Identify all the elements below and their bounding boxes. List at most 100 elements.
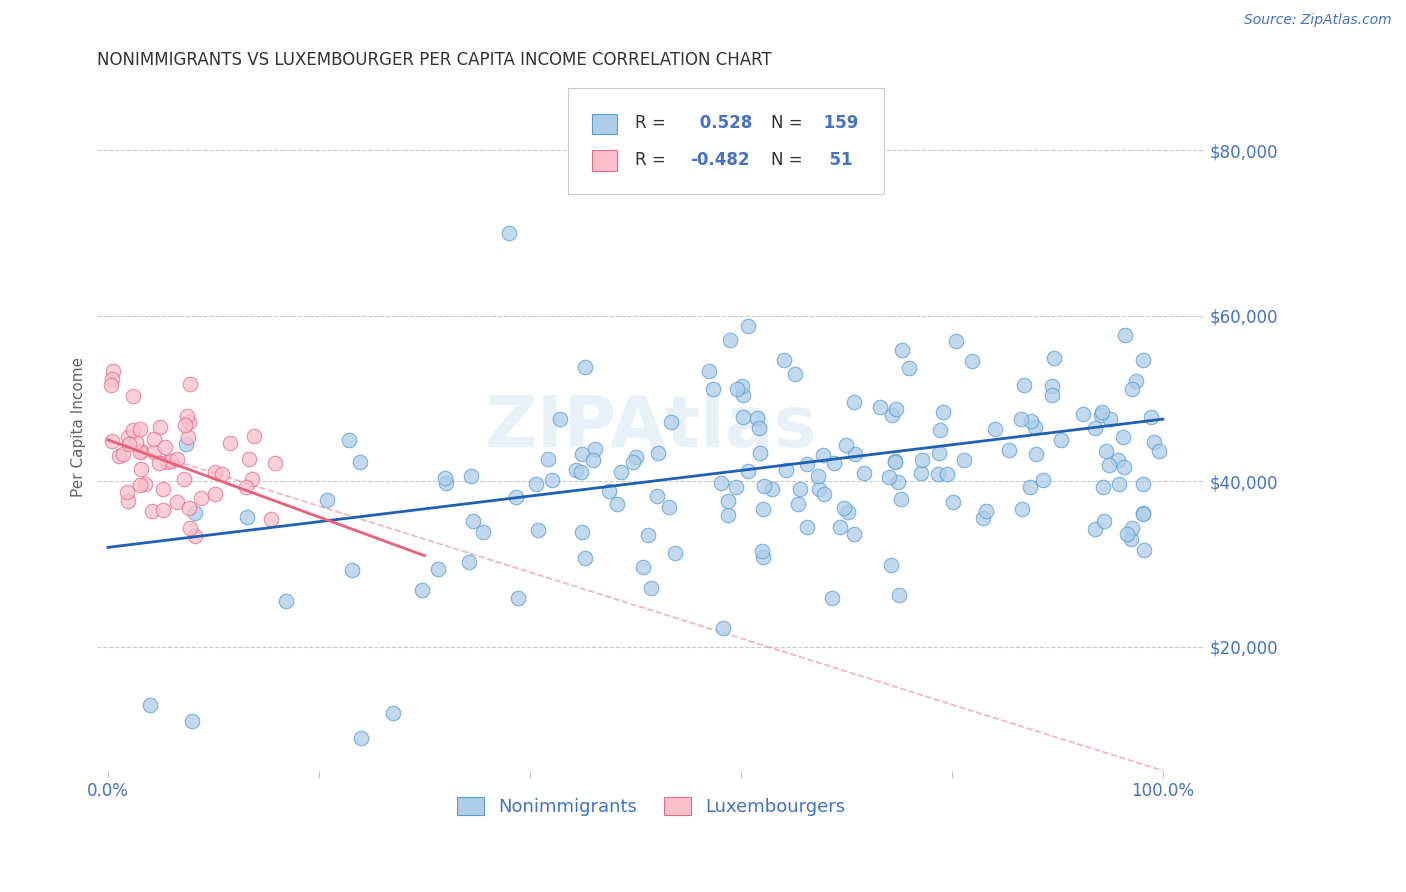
Point <box>582 453 605 467</box>
Point <box>960 354 983 368</box>
Point <box>1147 444 1170 458</box>
Point <box>647 445 669 459</box>
Point <box>571 524 593 539</box>
Point <box>548 412 571 426</box>
FancyBboxPatch shape <box>592 114 617 134</box>
Point <box>427 562 450 576</box>
Point <box>936 467 959 482</box>
Point <box>645 489 668 503</box>
Point <box>1114 327 1136 342</box>
Point <box>498 226 520 240</box>
Point <box>624 450 647 464</box>
Point <box>134 476 156 491</box>
Point <box>122 423 145 437</box>
Text: 51: 51 <box>818 151 853 169</box>
Point <box>242 429 264 443</box>
Point <box>890 343 912 357</box>
Point <box>155 440 177 454</box>
Point <box>1132 353 1154 368</box>
Point <box>236 509 259 524</box>
Point <box>1107 453 1129 467</box>
Point <box>1084 420 1107 434</box>
Point <box>853 466 876 480</box>
Point <box>824 456 846 470</box>
Point <box>174 437 197 451</box>
Point <box>141 504 163 518</box>
Point <box>541 473 564 487</box>
Point <box>733 409 755 424</box>
Point <box>166 451 188 466</box>
Point <box>884 454 907 468</box>
Point <box>775 463 797 477</box>
Legend: Nonimmigrants, Luxembourgers: Nonimmigrants, Luxembourgers <box>450 789 853 823</box>
Point <box>877 469 900 483</box>
Text: N =: N = <box>770 151 807 169</box>
Point <box>350 731 373 745</box>
Point <box>238 452 260 467</box>
Point <box>565 463 588 477</box>
Point <box>658 500 681 514</box>
Point <box>1083 522 1105 536</box>
Point <box>129 478 152 492</box>
Point <box>1011 501 1033 516</box>
Point <box>411 582 433 597</box>
Point <box>785 367 807 381</box>
Y-axis label: Per Capita Income: Per Capita Income <box>72 358 86 498</box>
Point <box>349 454 371 468</box>
Point <box>1024 420 1046 434</box>
Point <box>173 472 195 486</box>
Point <box>609 466 631 480</box>
Point <box>598 483 620 498</box>
Point <box>953 453 976 467</box>
Point <box>998 443 1021 458</box>
Point <box>152 482 174 496</box>
Point <box>121 389 143 403</box>
Point <box>131 462 153 476</box>
Point <box>945 334 967 349</box>
Point <box>1032 473 1054 487</box>
Point <box>717 508 740 522</box>
Point <box>606 497 628 511</box>
Point <box>115 485 138 500</box>
Point <box>717 493 740 508</box>
Point <box>1121 382 1143 396</box>
Point <box>880 408 903 422</box>
Point <box>1121 521 1143 535</box>
Point <box>159 454 181 468</box>
Point <box>177 415 200 429</box>
Point <box>813 448 835 462</box>
Point <box>179 376 201 391</box>
Point <box>1139 410 1161 425</box>
Point <box>181 714 204 728</box>
Point <box>537 452 560 467</box>
Point <box>142 433 165 447</box>
Point <box>661 415 683 429</box>
Point <box>1091 405 1114 419</box>
Point <box>927 467 949 481</box>
Point <box>787 497 810 511</box>
Point <box>748 446 770 460</box>
Point <box>1019 480 1042 494</box>
FancyBboxPatch shape <box>592 150 617 170</box>
Point <box>725 480 748 494</box>
Point <box>813 487 835 501</box>
Point <box>844 526 866 541</box>
Text: Source: ZipAtlas.com: Source: ZipAtlas.com <box>1244 13 1392 28</box>
Point <box>821 591 844 606</box>
Point <box>174 417 197 432</box>
Point <box>240 472 263 486</box>
Point <box>1098 458 1121 472</box>
Point <box>342 562 364 576</box>
Point <box>434 475 457 490</box>
Point <box>177 429 200 443</box>
Point <box>461 514 484 528</box>
Point <box>1042 388 1064 402</box>
Point <box>129 445 152 459</box>
Point <box>274 594 297 608</box>
Point <box>664 546 686 560</box>
Point <box>101 364 124 378</box>
Point <box>190 491 212 506</box>
Point <box>149 419 172 434</box>
Point <box>637 528 659 542</box>
Point <box>574 359 596 374</box>
